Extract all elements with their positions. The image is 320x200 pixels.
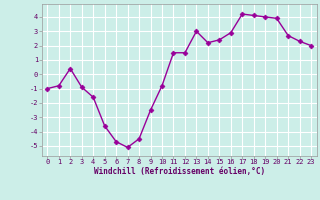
- X-axis label: Windchill (Refroidissement éolien,°C): Windchill (Refroidissement éolien,°C): [94, 167, 265, 176]
